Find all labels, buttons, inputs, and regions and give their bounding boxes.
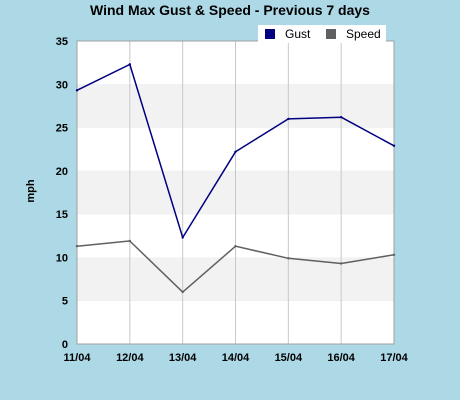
y-tick-label: 20 xyxy=(56,166,68,178)
x-tick-label: 15/04 xyxy=(275,352,303,364)
x-tick-label: 14/04 xyxy=(222,352,250,364)
x-tick-label: 13/04 xyxy=(169,352,197,364)
x-tick-label: 12/04 xyxy=(116,352,144,364)
y-tick-label: 30 xyxy=(56,79,68,91)
chart-title: Wind Max Gust & Speed - Previous 7 days xyxy=(90,2,370,18)
y-tick-label: 15 xyxy=(56,209,68,221)
data-point-speed xyxy=(392,253,396,257)
data-point-gust xyxy=(287,117,290,121)
data-point-gust xyxy=(128,63,132,66)
legend-swatch-speed xyxy=(326,29,336,39)
y-tick-label: 35 xyxy=(56,36,68,48)
y-axis-label: mph xyxy=(25,179,37,203)
x-tick-labels: 11/04 12/04 13/04 14/04 15/04 16/04 17/04 xyxy=(64,352,409,364)
x-tick-label: 11/04 xyxy=(64,352,92,364)
y-tick-label: 5 xyxy=(62,296,68,308)
y-tick-labels: 0 5 10 15 20 25 30 35 xyxy=(56,36,68,351)
x-tick-label: 17/04 xyxy=(380,352,408,364)
series-lines xyxy=(75,63,396,294)
data-point-speed xyxy=(128,239,132,243)
legend: Gust Speed xyxy=(258,25,386,43)
data-point-speed xyxy=(339,262,343,265)
data-point-speed xyxy=(181,290,184,294)
data-point-speed xyxy=(287,257,290,260)
data-point-gust xyxy=(234,150,237,154)
x-tick-label: 16/04 xyxy=(327,352,355,364)
legend-swatch-gust xyxy=(265,29,275,39)
vertical-gridlines xyxy=(129,41,342,344)
y-tick-label: 0 xyxy=(62,339,68,351)
y-tick-label: 10 xyxy=(56,252,68,264)
y-tick-label: 25 xyxy=(56,123,68,135)
data-point-speed xyxy=(234,244,237,248)
legend-label-gust: Gust xyxy=(285,27,311,41)
legend-label-speed: Speed xyxy=(346,27,381,41)
data-point-speed xyxy=(75,244,79,248)
plot-area-border xyxy=(76,40,395,345)
data-point-gust xyxy=(181,236,184,239)
data-point-gust xyxy=(392,144,396,147)
data-point-gust xyxy=(75,89,79,92)
legend-box xyxy=(258,25,386,43)
data-point-gust xyxy=(339,115,343,119)
